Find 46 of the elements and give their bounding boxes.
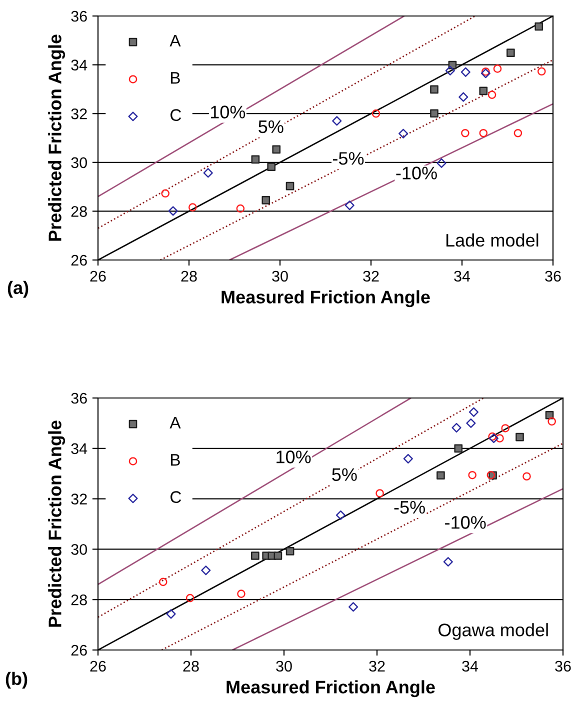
x-tick-label: 26 [90, 270, 106, 282]
legend-label: C [170, 491, 182, 503]
annotation: Ogawa model [438, 623, 548, 640]
x-tick-label: 30 [272, 270, 288, 282]
x-tick-label: 36 [545, 270, 561, 282]
x-axis-title: Measured Friction Angle [226, 680, 435, 698]
y-tick-label: 26 [71, 644, 87, 656]
y-tick-label: 28 [71, 594, 87, 606]
text: (a) [8, 280, 28, 298]
annotation: 10% [276, 450, 311, 464]
legend-label: B [171, 454, 180, 466]
text: (b) [6, 672, 28, 689]
y-tick-label: 36 [71, 10, 87, 22]
x-tick-label: 26 [90, 660, 106, 672]
x-tick-label: 36 [555, 660, 571, 672]
annotation: 5% [332, 468, 357, 481]
annotation: -10% [396, 166, 437, 180]
y-tick-label: 36 [71, 392, 87, 404]
y-tick-label: 32 [71, 108, 87, 120]
annotation: -10% [445, 516, 486, 529]
x-tick-label: 28 [183, 660, 199, 672]
annotation: 5% [258, 120, 284, 134]
y-axis-title: Predicted Friction Angle [48, 34, 66, 241]
legend-label: C [170, 109, 182, 121]
legend-label: B [171, 72, 180, 84]
annotation: Lade model [446, 233, 538, 247]
legend-label: A [170, 34, 181, 46]
y-tick-label: 26 [71, 254, 87, 266]
x-tick-label: 28 [181, 270, 197, 282]
y-tick-label: 34 [71, 60, 88, 70]
x-tick-label: 30 [276, 660, 292, 672]
y-tick-label: 30 [71, 544, 87, 555]
x-tick-label: 32 [363, 270, 379, 282]
legend-label: A [170, 416, 181, 428]
x-tick-label: 32 [369, 660, 385, 672]
y-tick-label: 28 [71, 206, 87, 217]
x-tick-label: 34 [462, 660, 478, 672]
annotation: -5% [332, 152, 364, 165]
annotation: 10% [210, 106, 246, 118]
x-tick-label: 34 [454, 270, 470, 282]
y-tick-label: 34 [71, 443, 88, 454]
x-axis-title: Measured Friction Angle [222, 290, 430, 308]
y-tick-label: 32 [71, 494, 87, 504]
y-tick-label: 30 [71, 157, 87, 168]
annotation: -5% [394, 501, 425, 514]
y-axis-title: Predicted Friction Angle [48, 420, 66, 627]
